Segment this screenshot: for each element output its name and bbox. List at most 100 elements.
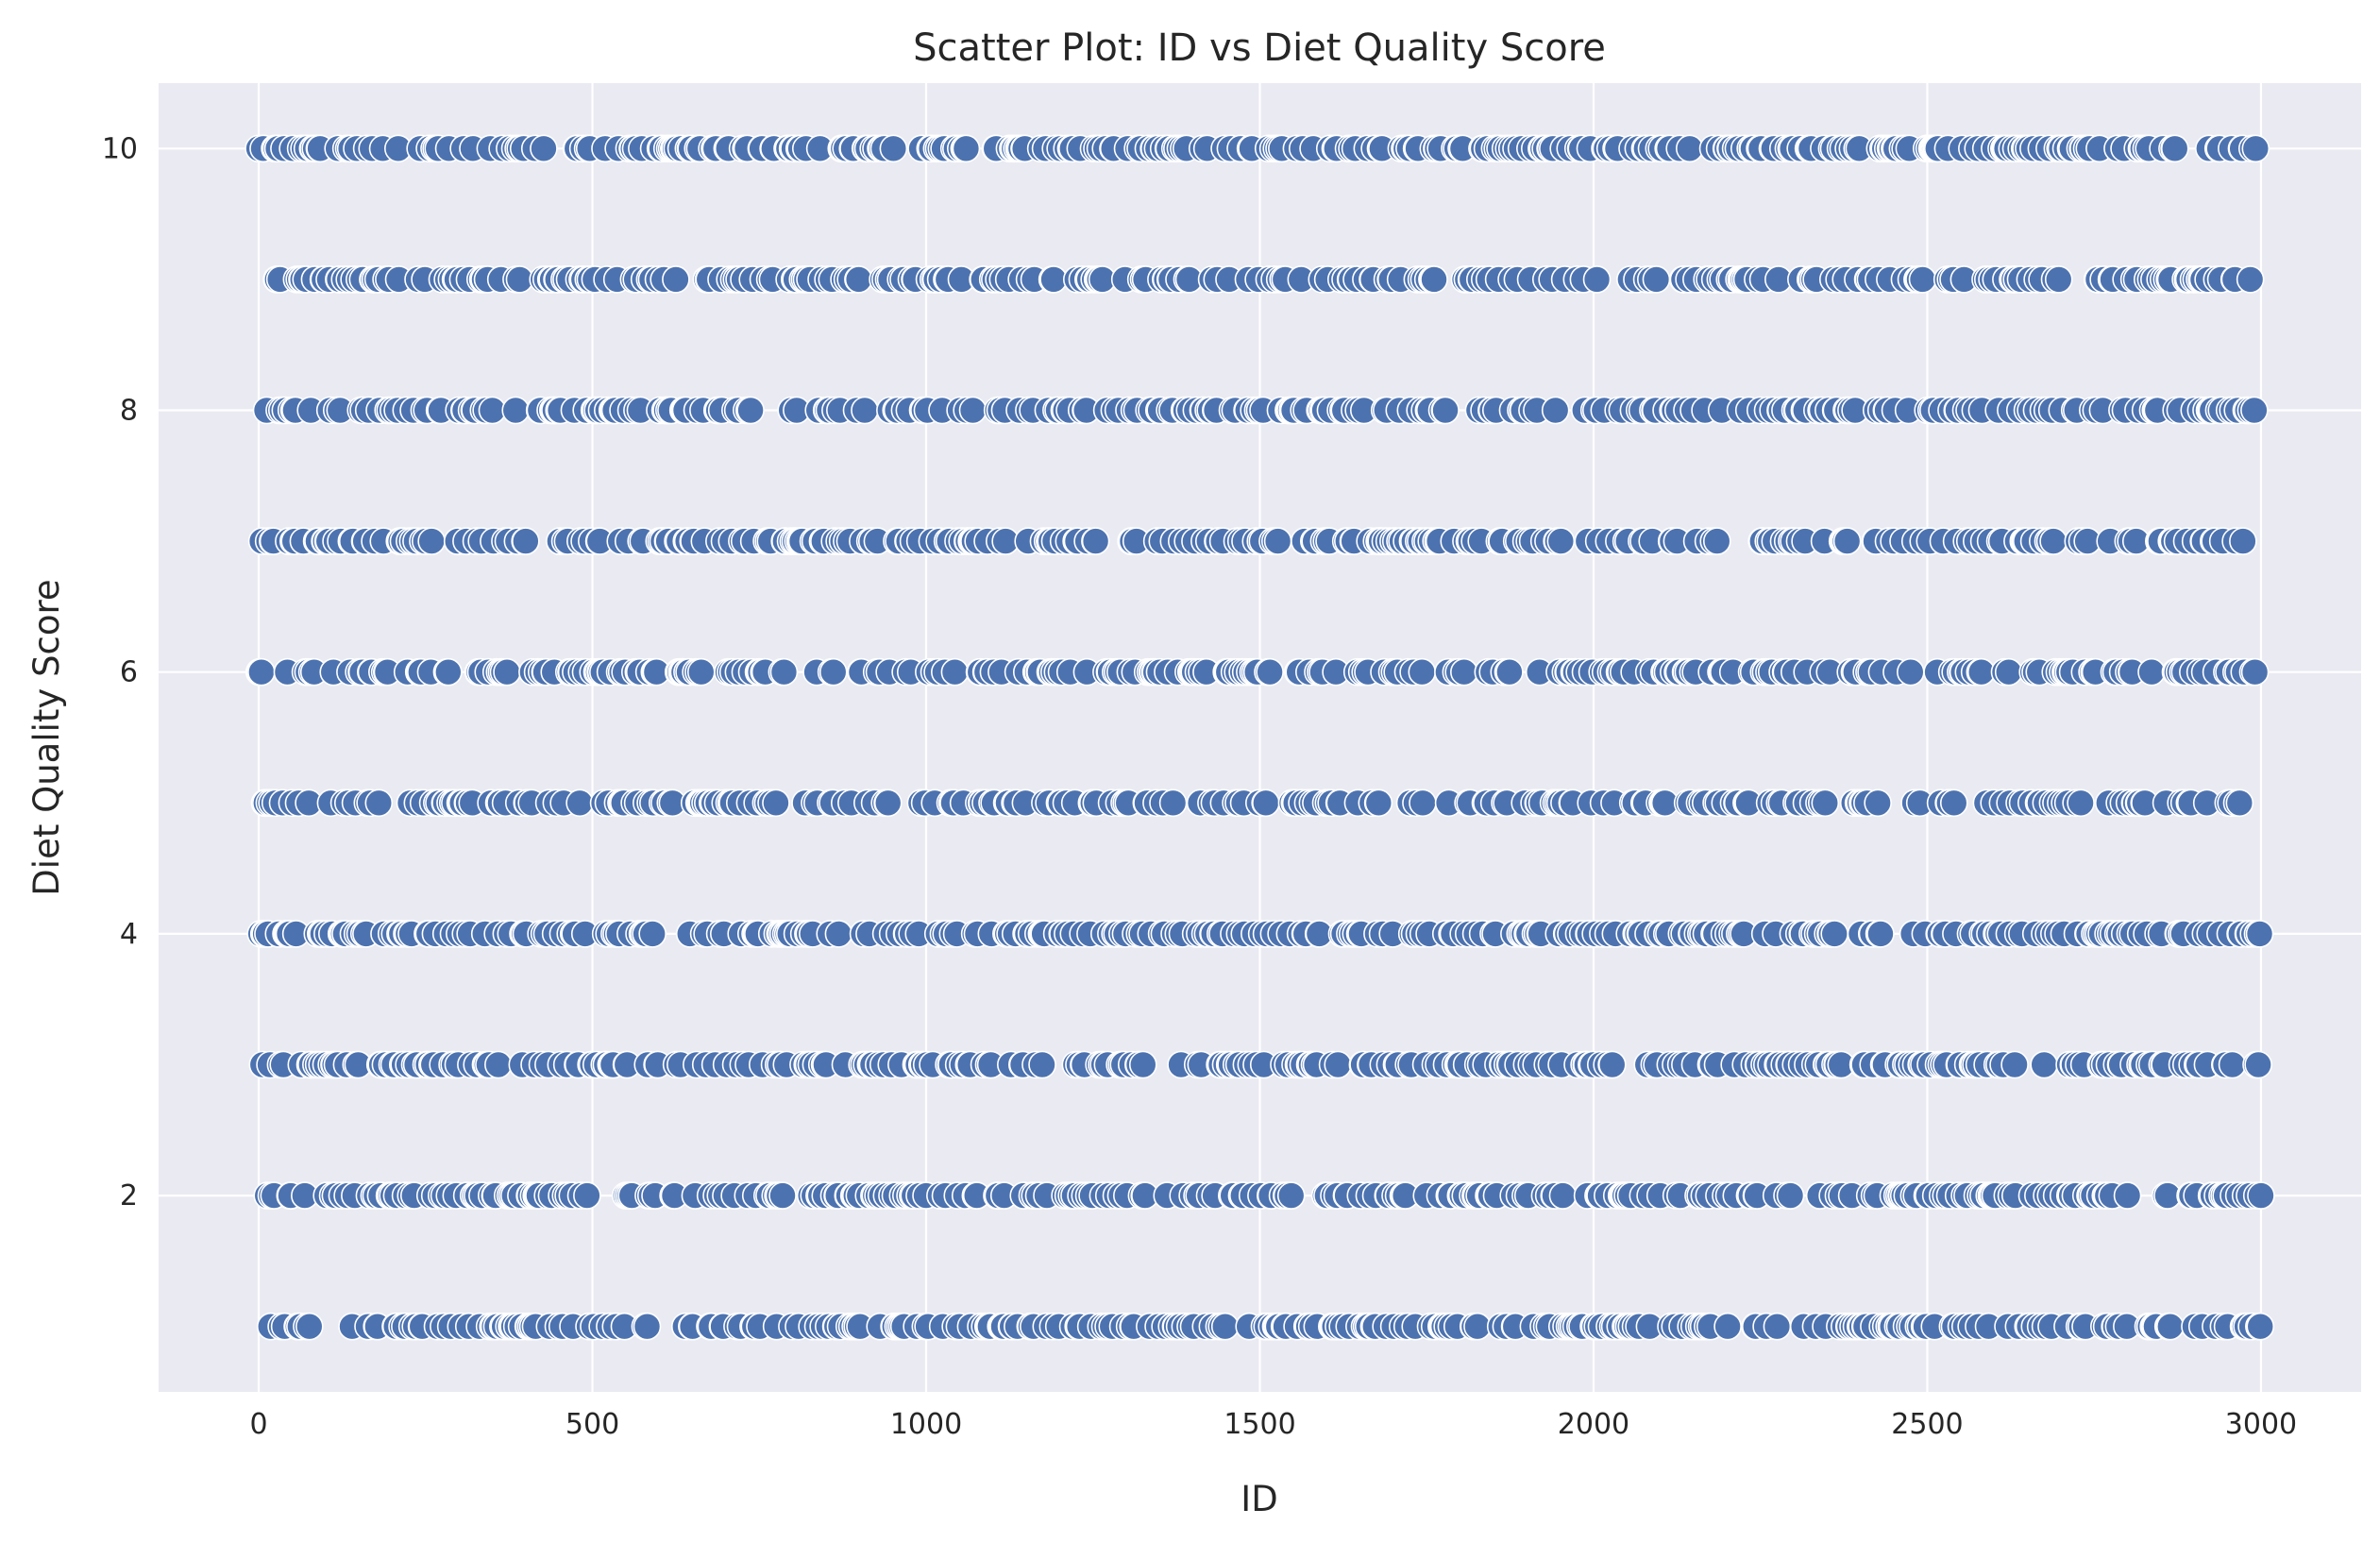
data-point xyxy=(686,657,716,687)
data-point xyxy=(873,788,903,818)
data-point xyxy=(1548,1181,1578,1210)
y-tick-label: 2 xyxy=(120,1179,138,1212)
data-point xyxy=(1702,527,1731,555)
data-point xyxy=(417,527,446,555)
data-point xyxy=(1420,265,1448,294)
x-tick-label: 0 xyxy=(249,1408,267,1441)
data-point xyxy=(2229,527,2257,555)
data-point xyxy=(1866,920,1895,948)
data-point xyxy=(1450,657,1478,687)
data-point xyxy=(952,134,981,163)
x-tick-labels: 0 500 1000 1500 2000 2500 3000 xyxy=(249,1408,2297,1441)
y-tick-label: 4 xyxy=(120,918,138,951)
data-point xyxy=(844,265,873,294)
data-point xyxy=(2240,657,2270,687)
data-point xyxy=(2241,134,2270,163)
data-point xyxy=(2137,657,2166,687)
data-point xyxy=(1908,265,1937,294)
data-point xyxy=(484,1050,513,1079)
x-tick-label: 3000 xyxy=(2225,1408,2297,1441)
data-point xyxy=(1713,1312,1742,1341)
data-point xyxy=(1263,527,1292,555)
data-point xyxy=(1324,1050,1353,1079)
data-point xyxy=(364,788,394,818)
x-axis-label: ID xyxy=(1241,1479,1277,1519)
data-point xyxy=(1582,265,1612,294)
data-point xyxy=(530,134,558,163)
data-point xyxy=(2236,265,2265,294)
data-point xyxy=(493,657,521,687)
data-point xyxy=(1675,134,1704,163)
data-point xyxy=(1811,788,1840,818)
data-point xyxy=(434,657,463,687)
data-point xyxy=(1495,657,1524,687)
data-points xyxy=(245,134,2275,1341)
y-axis-label: Diet Quality Score xyxy=(26,579,67,895)
data-point xyxy=(2245,920,2274,948)
data-point xyxy=(478,396,507,425)
y-tick-labels: 2 4 6 8 10 xyxy=(102,132,138,1212)
data-point xyxy=(1276,1181,1306,1210)
data-point xyxy=(1463,1312,1492,1341)
data-point xyxy=(638,920,667,948)
data-point xyxy=(2000,1050,2029,1079)
data-point xyxy=(958,396,987,425)
chart-title: Scatter Plot: ID vs Diet Quality Score xyxy=(913,26,1606,70)
data-point xyxy=(2244,1050,2272,1079)
data-point xyxy=(1431,396,1460,425)
data-point xyxy=(1966,657,1996,687)
data-point xyxy=(819,657,848,687)
y-tick-label: 10 xyxy=(102,132,138,165)
data-point xyxy=(247,657,276,687)
data-point xyxy=(1081,527,1110,555)
data-point xyxy=(2247,1181,2275,1210)
data-point xyxy=(1897,657,1925,687)
data-point xyxy=(879,134,908,163)
data-point xyxy=(2225,788,2254,818)
x-tick-label: 500 xyxy=(565,1408,619,1441)
data-point xyxy=(1408,657,1437,687)
data-point xyxy=(633,1312,662,1341)
data-point xyxy=(1364,788,1393,818)
y-tick-label: 6 xyxy=(120,656,138,689)
data-point xyxy=(2240,396,2269,425)
data-point xyxy=(2246,1312,2275,1341)
data-point xyxy=(824,920,853,948)
data-point xyxy=(736,396,765,425)
data-point xyxy=(940,657,970,687)
data-point xyxy=(1642,265,1671,294)
data-point xyxy=(2039,527,2068,555)
data-point xyxy=(1939,788,1968,818)
data-point xyxy=(1210,1312,1240,1341)
data-point xyxy=(1994,657,2023,687)
x-tick-label: 1000 xyxy=(890,1408,962,1441)
data-point xyxy=(768,1181,797,1210)
data-point xyxy=(1039,265,1068,294)
data-point xyxy=(851,396,879,425)
data-point xyxy=(2113,1181,2142,1210)
data-point xyxy=(1028,1050,1056,1079)
data-point xyxy=(1409,788,1437,818)
x-tick-label: 2000 xyxy=(1558,1408,1629,1441)
data-point xyxy=(2030,1050,2058,1079)
data-point xyxy=(1597,1050,1627,1079)
data-point xyxy=(1158,788,1188,818)
data-point xyxy=(295,1312,324,1341)
data-point xyxy=(1541,396,1570,425)
data-point xyxy=(1252,788,1280,818)
data-point xyxy=(501,396,531,425)
data-point xyxy=(565,788,594,818)
data-point xyxy=(1128,1050,1157,1079)
data-point xyxy=(2044,265,2073,294)
x-tick-label: 1500 xyxy=(1224,1408,1295,1441)
data-point xyxy=(1546,527,1576,555)
data-point xyxy=(1832,527,1862,555)
data-point xyxy=(1256,657,1284,687)
data-point xyxy=(1776,1181,1805,1210)
data-point xyxy=(1820,920,1848,948)
data-point xyxy=(573,1181,601,1210)
data-point xyxy=(2160,134,2189,163)
data-point xyxy=(662,265,690,294)
